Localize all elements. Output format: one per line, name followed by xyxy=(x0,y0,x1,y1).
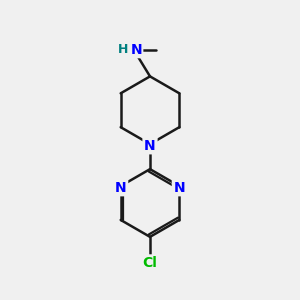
Text: N: N xyxy=(115,181,127,195)
Text: N: N xyxy=(173,181,185,195)
Text: Cl: Cl xyxy=(142,256,158,270)
Text: N: N xyxy=(144,139,156,153)
Text: N: N xyxy=(130,43,142,57)
Text: H: H xyxy=(117,44,128,56)
